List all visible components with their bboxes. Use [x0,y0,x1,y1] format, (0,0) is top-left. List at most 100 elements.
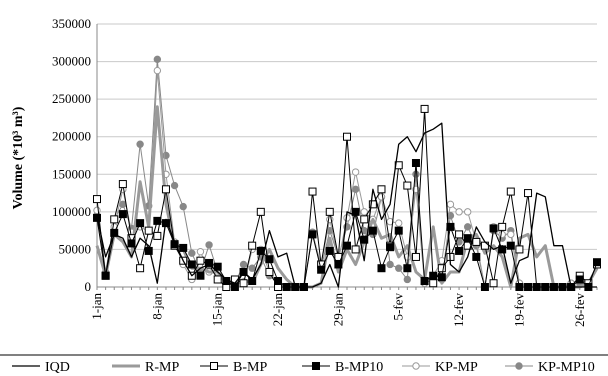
data-point [179,243,188,252]
data-point [188,249,196,257]
legend-item: B-MP [200,360,267,375]
x-tick-label: 15-jan [210,293,225,327]
data-point [325,207,334,216]
data-point [515,362,523,370]
data-point [386,260,394,269]
data-point [118,180,127,189]
y-tick-label: 100000 [52,204,91,219]
data-point [360,208,368,216]
x-tick-label: 19-fev [511,293,526,327]
data-point [506,187,515,196]
data-point [343,132,351,141]
data-point [325,246,334,255]
data-point [239,260,248,269]
data-point [472,237,481,246]
series-b-mp [93,104,601,291]
data-point [524,283,533,291]
x-tick-label: 8-jan [149,293,164,320]
y-tick-labels: 0 50000 100000 150000 200000 250000 300000 3500… [52,16,91,294]
legend-label: IQD [45,360,70,375]
data-point [210,362,218,370]
data-point [205,258,214,267]
y-tick-label: 300000 [52,54,91,69]
data-point [395,264,403,272]
data-point [101,271,110,280]
data-point [446,200,455,209]
data-point [153,66,162,75]
data-point [411,159,420,168]
data-point [412,170,420,178]
data-point [118,210,127,219]
legend-label: R-MP [145,360,179,375]
data-point [455,246,464,255]
x-tick-labels: 1-jan 8-jan 15-jan 22-jan 29-jan 5-fev 12-fev 1… [89,293,587,327]
data-point [248,264,256,272]
data-point [153,231,162,240]
data-point [463,234,472,243]
data-point [386,243,395,252]
data-point [187,260,196,269]
legend-label: B-MP [233,360,267,375]
y-tick-label: 350000 [52,16,91,31]
data-point [515,245,524,254]
data-point [455,208,463,216]
data-point [377,185,386,194]
data-point [93,206,101,215]
x-tick-label: 26-fev [572,293,587,327]
data-point [532,283,541,291]
y-tick-label: 0 [85,279,92,294]
data-point [110,215,119,224]
data-point [541,283,550,291]
data-point [144,226,153,235]
data-point [403,264,412,273]
data-point [196,247,205,256]
data-point [93,195,101,204]
y-axis-label: Volume (*10³ m³) [11,106,26,209]
data-point [368,226,377,235]
data-point [256,207,265,216]
data-point [351,245,360,254]
data-point [446,222,455,231]
data-point [265,255,274,264]
data-point [558,283,567,291]
series-kp-mp [93,66,601,291]
legend-item: R-MP [112,360,179,375]
data-point [429,271,438,280]
data-point [334,260,343,269]
x-tick-label: 1-jan [89,293,104,320]
y-tick-label: 200000 [52,129,91,144]
legend: IQD R-MP B-MP B-MP10 KP-MP KP-MP10 [0,354,608,375]
y-tick-label: 250000 [52,91,91,106]
data-point [343,241,351,250]
x-tick-label: 22-jan [270,293,285,327]
data-point [274,276,283,285]
series-kp-mp10 [93,55,601,291]
data-point [506,241,515,250]
data-point [593,258,601,267]
data-point [377,264,386,273]
data-point [489,279,498,288]
data-point [429,279,438,288]
data-point [411,252,420,261]
data-point [196,271,205,280]
data-point [403,275,412,284]
data-point [317,265,326,274]
data-point [153,55,162,64]
data-point [463,223,472,231]
gridlines [97,23,597,250]
data-point [179,202,187,211]
data-point [213,275,222,284]
data-point [489,224,498,233]
data-point [360,215,369,224]
data-point [575,275,584,284]
x-tick-label: 12-fev [451,293,466,327]
data-point [515,283,524,291]
legend-label: KP-MP10 [538,360,595,375]
data-point [127,239,136,248]
data-point [524,189,533,198]
data-point [312,362,320,370]
data-point [549,283,558,291]
legend-item: B-MP10 [302,360,383,375]
data-point [480,283,489,291]
x-tick-label: 5-fev [391,293,406,321]
